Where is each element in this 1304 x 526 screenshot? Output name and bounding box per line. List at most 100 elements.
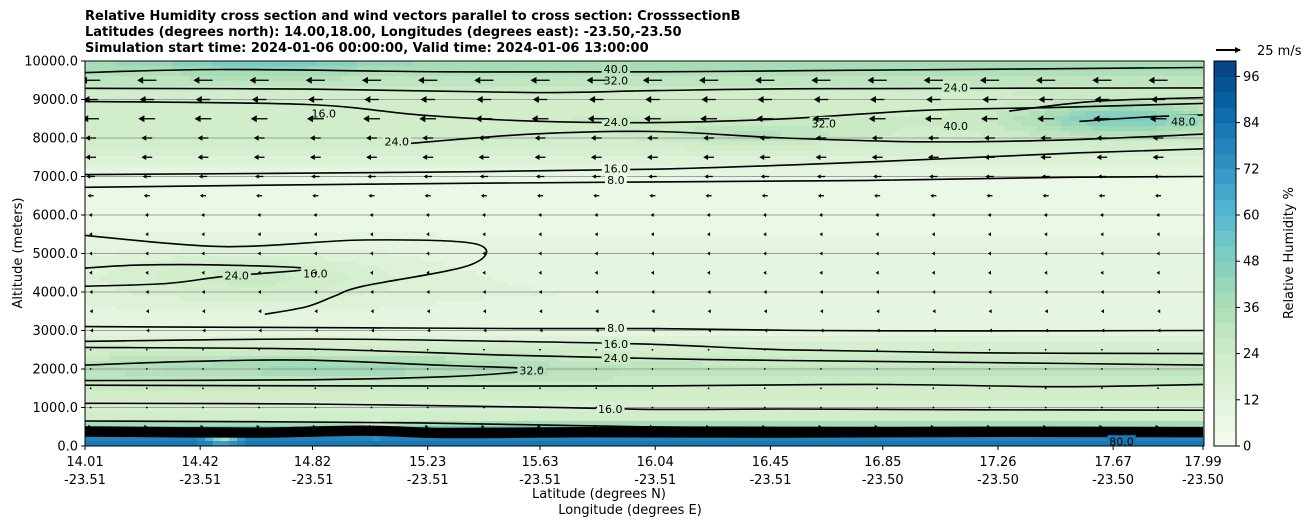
rh-field-cell: [1045, 126, 1054, 132]
rh-field-cell: [413, 116, 422, 122]
rh-field-cell: [1133, 76, 1142, 82]
rh-field-cell: [453, 236, 462, 242]
rh-field-cell: [997, 116, 1006, 122]
rh-field-cell: [853, 176, 862, 182]
rh-field-cell: [1037, 146, 1046, 152]
rh-field-cell: [237, 176, 246, 182]
rh-field-cell: [1077, 171, 1086, 177]
rh-field-cell: [1085, 191, 1094, 197]
rh-field-cell: [909, 211, 918, 217]
rh-field-cell: [213, 101, 222, 107]
rh-field-cell: [1109, 151, 1118, 157]
rh-field-cell: [837, 106, 846, 112]
rh-field-cell: [1077, 76, 1086, 82]
rh-field-cell: [237, 216, 246, 222]
rh-field-cell: [429, 126, 438, 132]
rh-field-cell: [101, 81, 110, 87]
rh-field-cell: [941, 201, 950, 207]
rh-field-cell: [581, 131, 590, 137]
rh-field-cell: [629, 106, 638, 112]
rh-field-cell: [381, 111, 390, 117]
rh-field-cell: [1165, 211, 1174, 217]
rh-field-cell: [981, 91, 990, 97]
rh-field-cell: [1085, 156, 1094, 162]
rh-field-cell: [109, 201, 118, 207]
rh-field-cell: [421, 76, 430, 82]
rh-field-cell: [941, 151, 950, 157]
rh-field-cell: [661, 146, 670, 152]
rh-field-cell: [1069, 191, 1078, 197]
rh-field-cell: [829, 166, 838, 172]
rh-field-cell: [949, 166, 958, 172]
rh-field-cell: [1125, 186, 1134, 192]
rh-field-cell: [861, 186, 870, 192]
rh-field-cell: [837, 71, 846, 77]
rh-field-cell: [437, 131, 446, 137]
rh-field-cell: [901, 171, 910, 177]
rh-field-cell: [349, 161, 358, 167]
rh-field-cell: [933, 196, 942, 202]
rh-field-cell: [1037, 156, 1046, 162]
rh-field-cell: [349, 201, 358, 207]
rh-field-cell: [421, 101, 430, 107]
rh-field-cell: [765, 66, 774, 72]
rh-field-cell: [573, 66, 582, 72]
rh-field-cell: [301, 156, 310, 162]
rh-field-cell: [629, 131, 638, 137]
rh-field-cell: [237, 161, 246, 167]
rh-field-cell: [693, 196, 702, 202]
chart-title-line-2: Latitudes (degrees north): 14.00,18.00, …: [85, 25, 682, 40]
rh-field-cell: [789, 66, 798, 72]
rh-field-cell: [1029, 81, 1038, 87]
rh-field-cell: [1037, 166, 1046, 172]
rh-field-cell: [517, 71, 526, 77]
rh-field-cell: [869, 221, 878, 227]
rh-field-cell: [469, 86, 478, 92]
rh-field-cell: [957, 71, 966, 77]
rh-field-cell: [589, 216, 598, 222]
rh-field-cell: [221, 211, 230, 217]
rh-field-cell: [725, 106, 734, 112]
rh-field-cell: [677, 141, 686, 147]
rh-field-cell: [973, 156, 982, 162]
rh-field-cell: [909, 66, 918, 72]
rh-field-cell: [1021, 216, 1030, 222]
rh-field-cell: [237, 211, 246, 217]
rh-field-cell: [429, 141, 438, 147]
rh-field-cell: [685, 226, 694, 232]
rh-field-cell: [1197, 86, 1204, 92]
rh-field-cell: [301, 81, 310, 87]
rh-field-cell: [173, 211, 182, 217]
rh-field-cell: [429, 191, 438, 197]
rh-field-cell: [981, 216, 990, 222]
rh-field-cell: [1085, 181, 1094, 187]
rh-field-cell: [677, 126, 686, 132]
rh-field-cell: [277, 176, 286, 182]
rh-field-cell: [245, 186, 254, 192]
rh-field-cell: [869, 161, 878, 167]
rh-field-cell: [797, 146, 806, 152]
rh-field-cell: [477, 86, 486, 92]
rh-field-cell: [597, 236, 606, 242]
rh-field-cell: [885, 61, 894, 67]
rh-field-cell: [157, 231, 166, 237]
rh-field-cell: [317, 146, 326, 152]
rh-field-cell: [245, 201, 254, 207]
rh-field-cell: [525, 201, 534, 207]
rh-field-cell: [277, 181, 286, 187]
rh-field-cell: [557, 81, 566, 87]
rh-field-cell: [189, 206, 198, 212]
rh-field-cell: [917, 121, 926, 127]
rh-field-cell: [637, 61, 646, 67]
rh-field-cell: [325, 156, 334, 162]
rh-field-cell: [797, 196, 806, 202]
rh-field-cell: [717, 106, 726, 112]
rh-field-cell: [853, 126, 862, 132]
rh-field-cell: [533, 171, 542, 177]
rh-field-cell: [525, 111, 534, 117]
rh-field-cell: [597, 186, 606, 192]
rh-field-cell: [165, 161, 174, 167]
rh-field-cell: [437, 106, 446, 112]
rh-field-cell: [373, 106, 382, 112]
rh-field-cell: [861, 161, 870, 167]
